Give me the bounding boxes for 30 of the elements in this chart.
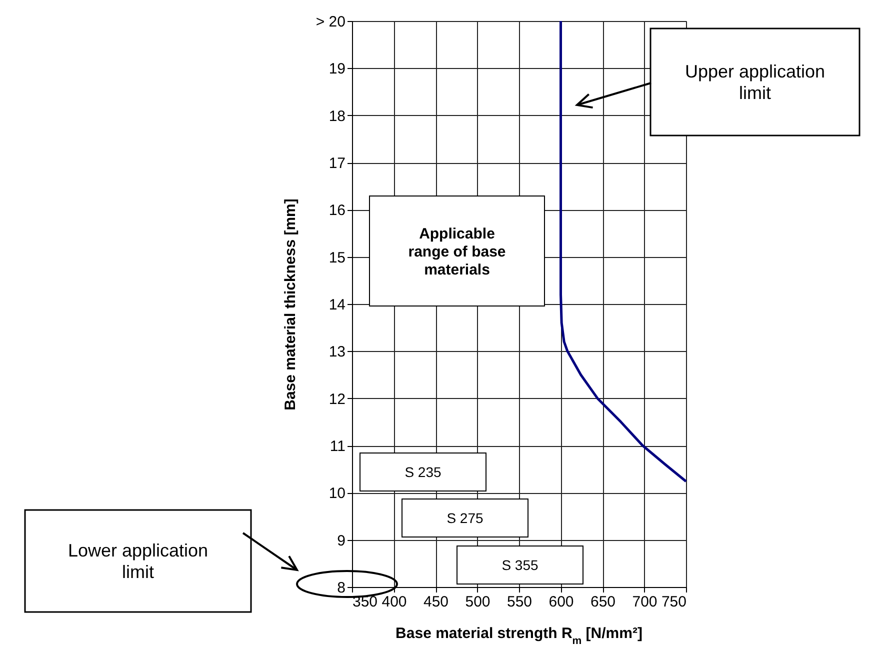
y-tick-label: 8 — [337, 580, 346, 596]
x-tick-label: 650 — [590, 594, 616, 610]
y-axis-title: Base material thickness [mm] — [282, 198, 299, 410]
y-tick-label: 18 — [328, 108, 346, 125]
annotation: S 355 — [502, 556, 539, 573]
y-tick-label: 10 — [328, 485, 346, 502]
x-tick-label: 600 — [548, 594, 574, 610]
y-tick-label: 11 — [330, 438, 346, 455]
y-tick-label: 15 — [328, 249, 346, 266]
x-tick-label: 700 — [632, 594, 658, 610]
y-tick-label: > 20 — [316, 14, 346, 30]
x-axis-title: Base material strength R$_{m}$ [N/mm²] — [396, 625, 642, 647]
line-series — [560, 20, 688, 483]
x-tick-label: 450 — [423, 594, 449, 610]
annotation: Upper application limit — [684, 62, 826, 104]
x-tick-label: 500 — [465, 594, 490, 610]
y-tick-label: 9 — [337, 532, 346, 550]
annotation: S 275 — [446, 510, 484, 526]
y-tick-label: 16 — [328, 202, 346, 220]
x-tick-label: 400 — [382, 594, 407, 610]
text: Lower application limit — [68, 540, 208, 582]
y-tick-label: 17 — [328, 155, 346, 172]
y-tick-label: 14 — [328, 296, 346, 314]
y-tick-label: 13 — [328, 344, 346, 361]
annotation: S 235 — [404, 464, 442, 480]
y-tick-label: 19 — [328, 60, 346, 78]
x-tick-label: 750 — [661, 594, 686, 610]
x-tick-label: 550 — [506, 594, 532, 610]
y-tick-label: 12 — [328, 390, 346, 408]
annotation: Applicable range of base materials — [408, 225, 506, 278]
